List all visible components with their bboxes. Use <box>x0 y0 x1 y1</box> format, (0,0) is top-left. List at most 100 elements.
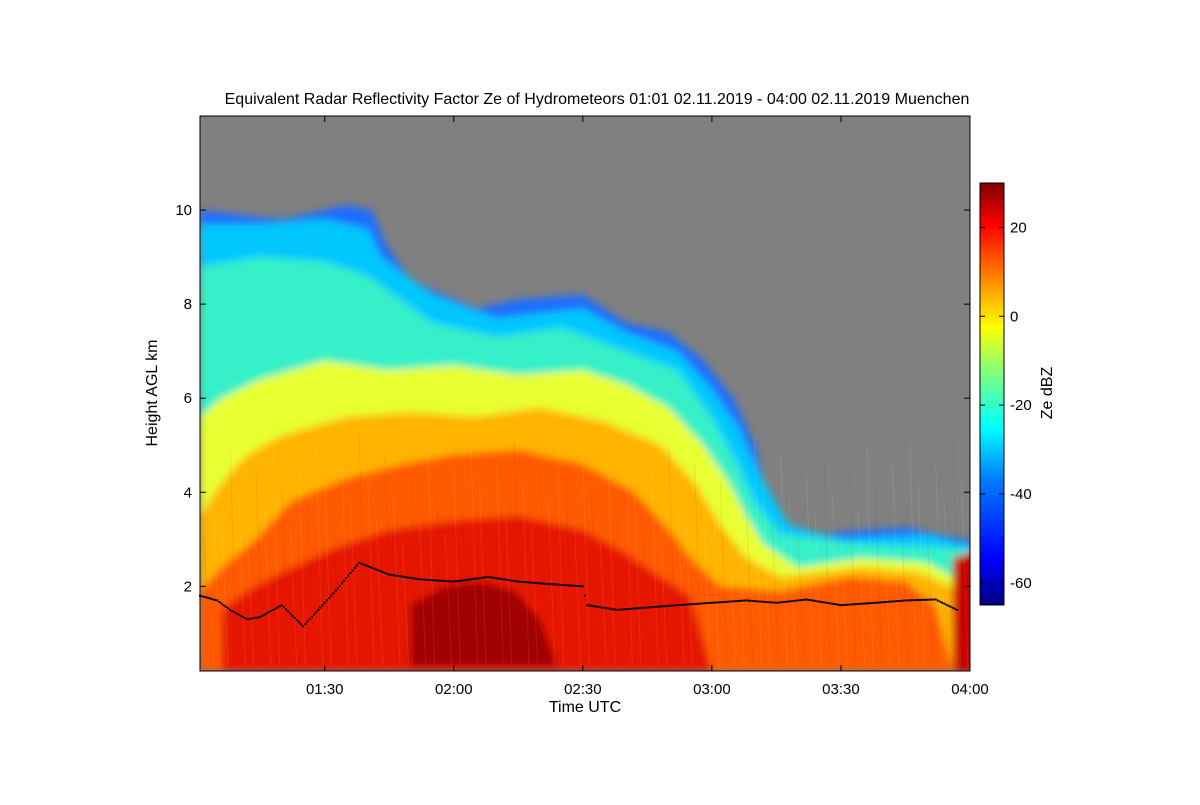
cloud-base-point <box>584 594 586 597</box>
fall-streak <box>470 445 478 667</box>
cloud-base-point <box>371 566 374 569</box>
cloud-base-point <box>672 604 675 607</box>
fall-streak <box>849 468 857 667</box>
fall-streak <box>917 482 926 667</box>
cloud-base-point <box>341 582 343 585</box>
cloud-base-point <box>848 603 851 606</box>
fall-streak <box>616 515 625 667</box>
fall-streak <box>702 506 711 667</box>
fall-streak <box>883 529 891 667</box>
colorbar-label: Ze dBZ <box>1039 367 1056 420</box>
fall-streak <box>806 473 814 667</box>
fall-streak <box>737 459 745 667</box>
cloud-base-point <box>409 576 412 579</box>
cloud-base-point <box>906 599 909 602</box>
cloud-base-point <box>302 625 305 628</box>
cloud-base-point <box>519 580 522 583</box>
cloud-base-point <box>207 597 210 600</box>
cloud-base-point <box>676 604 679 607</box>
cloud-base-point <box>231 610 234 612</box>
fall-streak <box>935 459 943 667</box>
cloud-base-point <box>947 604 950 607</box>
cloud-base-point <box>534 582 537 584</box>
fall-streak <box>926 525 934 667</box>
cloud-base-point <box>381 571 384 574</box>
cloud-base-point <box>599 606 602 609</box>
cloud-base-point <box>880 601 883 604</box>
cloud-base-point <box>915 599 918 602</box>
cloud-base-point <box>622 608 625 611</box>
cloud-base-point <box>588 604 591 607</box>
cloud-base-point <box>356 564 358 567</box>
cloud-base-point <box>338 584 341 587</box>
cloud-base-point <box>211 598 214 601</box>
cloud-base-point <box>758 600 761 603</box>
cloud-base-point <box>663 605 666 608</box>
fall-streak <box>332 525 341 667</box>
cloud-base-point <box>867 602 870 605</box>
cloud-base-point <box>336 587 339 590</box>
fall-streak <box>676 487 685 667</box>
cloud-base-point <box>480 576 483 579</box>
cloud-base-point <box>732 600 735 603</box>
cloud-base-point <box>842 604 845 606</box>
fall-streak <box>728 525 737 667</box>
fall-streak <box>590 496 599 667</box>
cloud-base-point <box>910 599 913 602</box>
x-tick-label: 02:00 <box>435 681 473 698</box>
fall-streak <box>504 506 513 667</box>
cloud-base-point <box>233 611 236 614</box>
y-tick-label: 10 <box>175 202 192 219</box>
cloud-base-point <box>917 599 920 601</box>
cloud-base-point <box>665 605 668 607</box>
cloud-base-point <box>784 600 786 603</box>
cloud-base-point <box>799 599 802 602</box>
colorbar-tick-label: -20 <box>1010 397 1032 414</box>
fall-streak <box>771 520 780 667</box>
cloud-base-point <box>489 576 492 579</box>
cloud-base-point <box>435 579 438 582</box>
cloud-base-point <box>498 577 500 580</box>
cloud-base-point <box>405 576 408 579</box>
cloud-base-point <box>633 607 636 610</box>
y-tick-label: 8 <box>184 296 192 313</box>
cloud-base-point <box>603 606 606 609</box>
cloud-base-point <box>667 604 670 607</box>
cloud-base-point <box>689 603 692 606</box>
cloud-base-point <box>678 604 681 606</box>
cloud-base-point <box>347 574 350 577</box>
cloud-base-point <box>427 578 429 581</box>
cloud-base-point <box>747 599 750 602</box>
cloud-base-point <box>289 612 292 615</box>
cloud-base-point <box>876 601 879 604</box>
x-tick-label: 01:30 <box>306 681 344 698</box>
fall-streak <box>642 534 651 667</box>
cloud-base-point <box>246 618 249 621</box>
cloud-base-point <box>351 569 354 572</box>
cloud-base-point <box>446 580 449 583</box>
cloud-base-point <box>235 612 238 615</box>
cloud-base-point <box>261 614 264 617</box>
cloud-base-point <box>627 608 629 610</box>
cloud-base-point <box>300 623 303 626</box>
cloud-base-point <box>325 599 328 602</box>
cloud-base-point <box>706 602 709 605</box>
cloud-base-point <box>282 606 285 609</box>
cloud-base-point <box>467 578 470 581</box>
cloud-base-point <box>807 598 810 601</box>
fall-streak <box>479 487 487 667</box>
cloud-base-point <box>442 579 444 582</box>
cloud-base-point <box>280 604 283 607</box>
cloud-base-point <box>827 602 829 604</box>
cloud-base-point <box>822 601 825 604</box>
cloud-base-point <box>878 601 881 604</box>
cloud-base-point <box>612 608 614 611</box>
fall-streak <box>651 468 659 667</box>
fall-streak <box>797 539 805 667</box>
cloud-base-point <box>590 604 593 607</box>
cloud-base-point <box>751 600 754 602</box>
cloud-base-point <box>568 584 571 587</box>
cloud-base-point <box>661 605 664 608</box>
cloud-base-point <box>343 579 346 582</box>
